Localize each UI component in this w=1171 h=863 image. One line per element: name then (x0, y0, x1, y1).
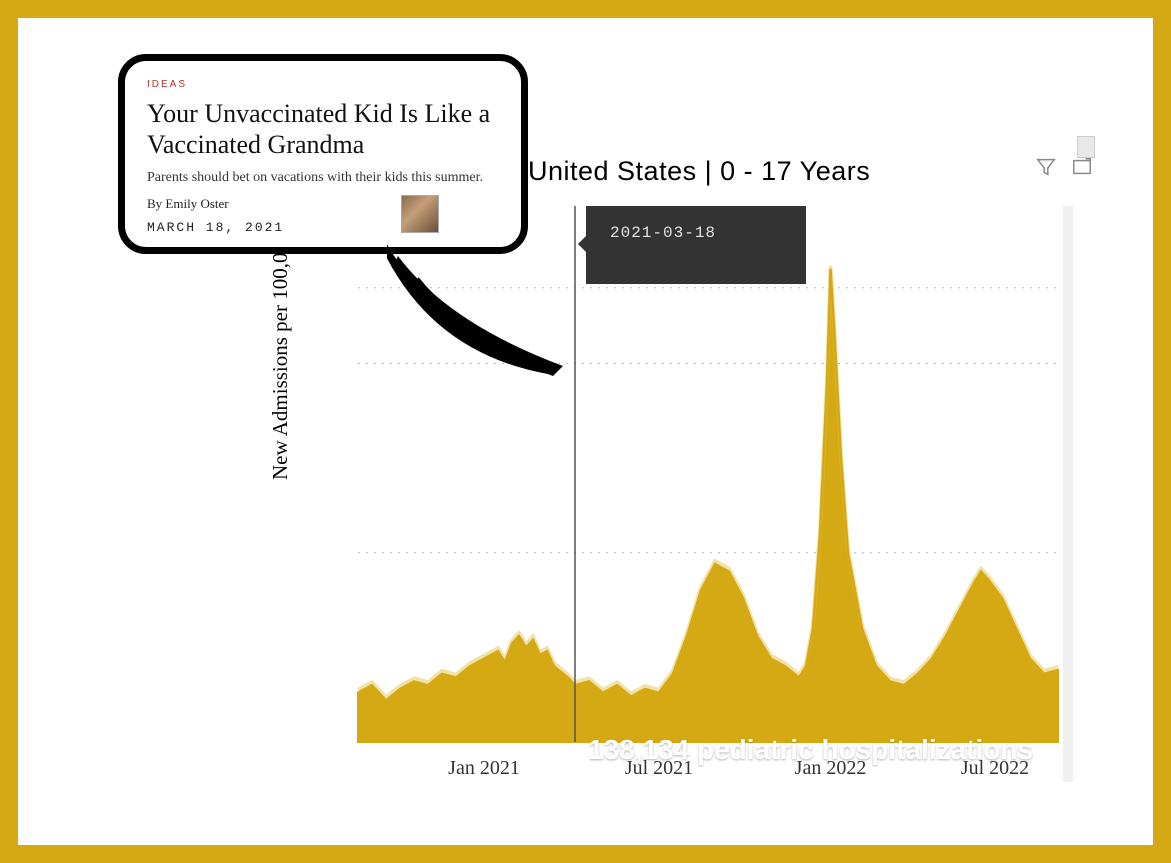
article-callout: IDEAS Your Unvaccinated Kid Is Like a Va… (118, 54, 528, 254)
chart-annotation: 138,134 pediatric hospitalizations (588, 734, 1033, 766)
filter-icon[interactable] (1035, 156, 1057, 183)
canvas: United States | 0 - 17 Years New Admissi… (18, 18, 1153, 845)
chart-toolbar (1035, 156, 1093, 183)
svg-text:Jan 2021: Jan 2021 (448, 757, 520, 779)
article-category: IDEAS (147, 79, 499, 90)
chart-title: United States | 0 - 17 Years (528, 156, 870, 187)
author-avatar (401, 195, 439, 233)
expand-icon[interactable] (1071, 156, 1093, 183)
article-subhead: Parents should bet on vacations with the… (147, 170, 499, 186)
panel-handle-top (1077, 136, 1095, 158)
chart-plot: 0.00.51.0Jan 2021Jul 2021Jan 2022Jul 202… (348, 202, 1068, 782)
tooltip-text: 2021-03-18 (610, 224, 716, 242)
chart-tooltip: 2021-03-18 (586, 206, 806, 284)
article-headline: Your Unvaccinated Kid Is Like a Vaccinat… (147, 98, 499, 160)
article-date: MARCH 18, 2021 (147, 220, 284, 235)
article-byline: By Emily Oster (147, 196, 499, 212)
